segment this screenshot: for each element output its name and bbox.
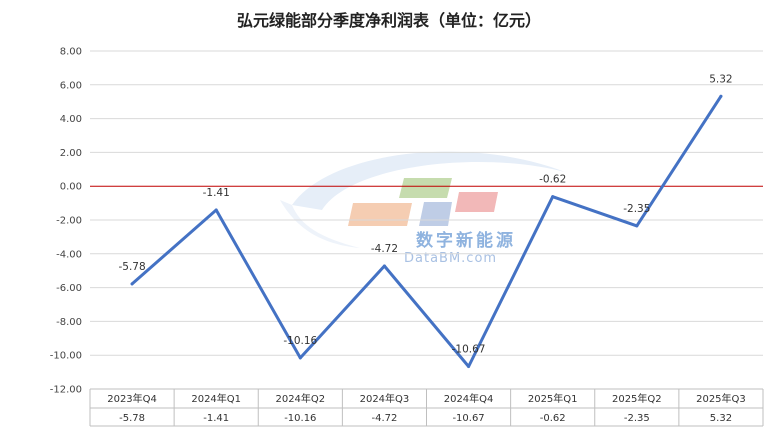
- y-tick-label: 6.00: [60, 80, 82, 91]
- table-value-cell: -10.67: [452, 413, 484, 424]
- watermark-block-red: [455, 192, 498, 212]
- data-label: 5.32: [709, 73, 732, 85]
- table-value-cell: 5.32: [710, 413, 732, 424]
- watermark-swoosh: [292, 151, 565, 210]
- data-label: -5.78: [118, 261, 145, 273]
- y-tick-label: -8.00: [56, 317, 82, 328]
- table-value-cell: -10.16: [284, 413, 316, 424]
- data-point: [635, 224, 639, 228]
- data-point: [130, 282, 134, 286]
- grid-layer: [90, 50, 763, 390]
- x-category-label: 2024年Q1: [191, 392, 241, 405]
- watermark-swoosh-lower: [280, 200, 360, 248]
- chart-title: 弘元绿能部分季度净利润表（单位：亿元）: [237, 11, 541, 30]
- y-tick-label: -6.00: [56, 283, 82, 294]
- watermark: 数字新能源 DataBM.com: [280, 151, 565, 266]
- y-axis-ticks: 8.00 6.00 4.00 2.00 0.00 -2.00 -4.00 -6.00 -8.00…: [50, 47, 82, 396]
- watermark-en: DataBM.com: [404, 251, 497, 266]
- data-label-layer: -5.78 -1.41 -10.16 -4.72 -10.67 -0.62 -2.35 5.3…: [118, 73, 732, 355]
- data-table: 2023年Q4 2024年Q1 2024年Q2 2024年Q3 2024年Q4 2025年…: [89, 388, 764, 427]
- data-label: -4.72: [371, 243, 398, 255]
- data-point: [719, 94, 723, 98]
- data-label: -10.67: [452, 344, 486, 356]
- x-category-label: 2024年Q2: [275, 392, 325, 405]
- x-category-label: 2024年Q4: [444, 392, 494, 405]
- x-category-label: 2025年Q3: [696, 392, 746, 405]
- y-tick-label: -10.00: [50, 351, 82, 362]
- x-category-label: 2024年Q3: [360, 392, 410, 405]
- y-tick-label: 0.00: [60, 182, 82, 193]
- y-tick-label: -4.00: [56, 249, 82, 260]
- data-point: [214, 208, 218, 212]
- data-point: [467, 365, 471, 369]
- data-label: -1.41: [203, 187, 230, 199]
- table-value-cell: -0.62: [540, 413, 566, 424]
- series-line: [130, 94, 723, 368]
- watermark-cn: 数字新能源: [416, 230, 516, 251]
- series-layer: [130, 94, 723, 369]
- table-value-cell: -1.41: [203, 413, 229, 424]
- data-point: [298, 356, 302, 360]
- table-value-cell: -2.35: [624, 413, 650, 424]
- watermark-block-orange: [348, 203, 412, 226]
- watermark-block-green: [399, 178, 452, 198]
- y-tick-label: 4.00: [60, 114, 82, 125]
- data-point: [551, 195, 555, 199]
- y-tick-label: 8.00: [60, 47, 82, 58]
- y-tick-label: -12.00: [50, 385, 82, 396]
- y-tick-label: -2.00: [56, 216, 82, 227]
- data-label: -0.62: [539, 174, 566, 186]
- x-category-label: 2025年Q1: [528, 392, 578, 405]
- data-label: -2.35: [623, 203, 650, 215]
- data-label: -10.16: [283, 335, 317, 347]
- data-point: [382, 264, 386, 268]
- watermark-block-blue: [419, 202, 452, 226]
- y-tick-label: 2.00: [60, 148, 82, 159]
- table-value-cell: -4.72: [372, 413, 398, 424]
- table-value-cell: -5.78: [119, 413, 145, 424]
- x-category-label: 2025年Q2: [612, 392, 662, 405]
- x-category-label: 2023年Q4: [107, 392, 157, 405]
